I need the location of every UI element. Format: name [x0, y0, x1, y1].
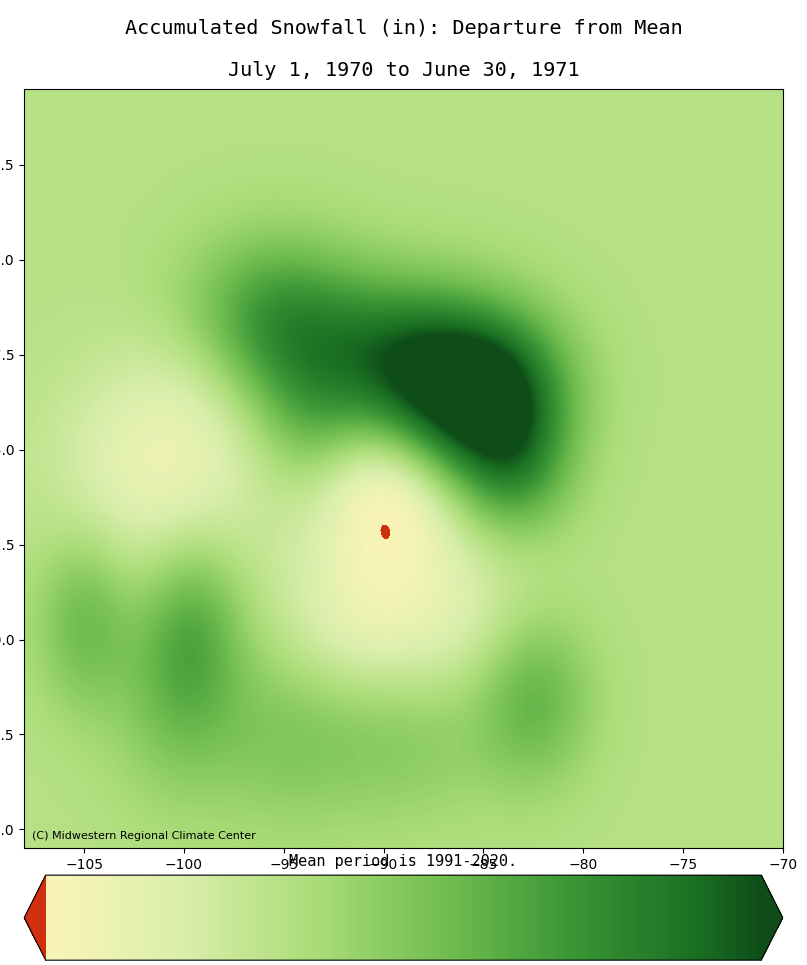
Text: Mean period is 1991-2020.: Mean period is 1991-2020.	[290, 854, 517, 869]
Text: July 1, 1970 to June 30, 1971: July 1, 1970 to June 30, 1971	[228, 61, 579, 80]
Text: Accumulated Snowfall (in): Departure from Mean: Accumulated Snowfall (in): Departure fro…	[124, 19, 683, 38]
Text: (C) Midwestern Regional Climate Center: (C) Midwestern Regional Climate Center	[31, 831, 256, 841]
PathPatch shape	[24, 875, 46, 960]
PathPatch shape	[761, 875, 783, 960]
